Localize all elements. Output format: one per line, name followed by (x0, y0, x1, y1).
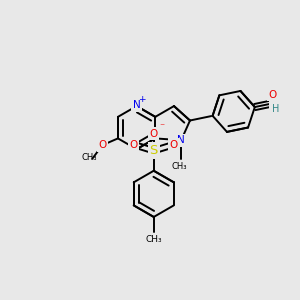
Text: CH₃: CH₃ (172, 162, 188, 171)
Text: O: O (150, 129, 158, 139)
Text: O: O (268, 90, 277, 100)
Text: N: N (133, 100, 140, 110)
Text: H: H (272, 104, 280, 115)
Text: ⁻: ⁻ (159, 122, 164, 132)
Text: O: O (169, 140, 178, 150)
Text: +: + (138, 94, 146, 103)
Text: O: O (130, 140, 138, 150)
Text: O: O (98, 140, 106, 150)
Text: S: S (150, 144, 158, 157)
Text: CH₃: CH₃ (146, 235, 162, 244)
Text: CH₃: CH₃ (82, 153, 97, 162)
Text: N: N (177, 135, 185, 145)
